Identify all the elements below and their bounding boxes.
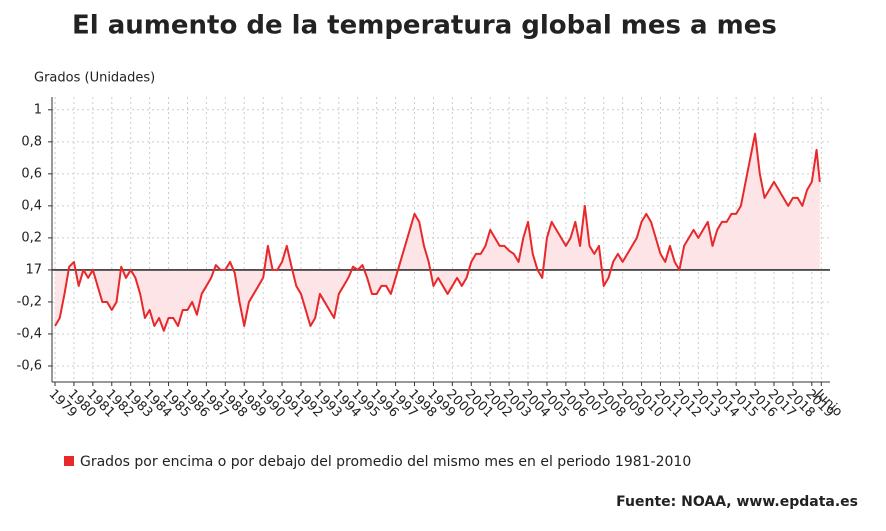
y-tick-label: 1 — [34, 102, 42, 117]
y-tick-label: 0,2 — [21, 230, 42, 245]
y-tick-label: -0,2 — [17, 294, 42, 309]
y-tick-label: 0,4 — [21, 198, 42, 213]
legend-swatch — [64, 456, 74, 466]
y-tick-label: 0,6 — [21, 166, 42, 181]
y-tick-label: 0,8 — [21, 134, 42, 149]
y-tick-label: -0,6 — [17, 358, 42, 373]
legend-label: Grados por encima o por debajo del prome… — [80, 454, 691, 470]
chart-title: El aumento de la temperatura global mes … — [72, 11, 777, 41]
area-fill — [55, 133, 820, 331]
y-axis-label: Grados (Unidades) — [34, 71, 155, 86]
line — [54, 132, 821, 332]
y-tick-label: -0,4 — [17, 326, 42, 341]
source: Fuente: NOAA, www.epdata.es — [616, 494, 858, 510]
y-tick-label: 17 — [25, 262, 42, 277]
